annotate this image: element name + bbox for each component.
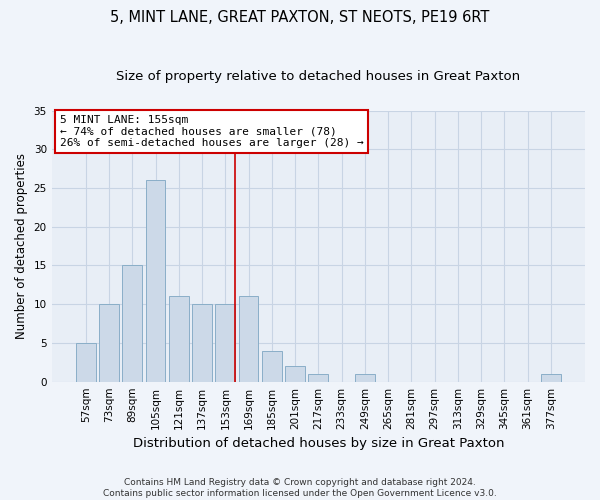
Y-axis label: Number of detached properties: Number of detached properties bbox=[15, 153, 28, 339]
Text: 5 MINT LANE: 155sqm
← 74% of detached houses are smaller (78)
26% of semi-detach: 5 MINT LANE: 155sqm ← 74% of detached ho… bbox=[59, 114, 364, 148]
Bar bbox=[122, 266, 142, 382]
Bar bbox=[541, 374, 561, 382]
Bar bbox=[355, 374, 375, 382]
Bar bbox=[192, 304, 212, 382]
Bar bbox=[146, 180, 166, 382]
Bar bbox=[215, 304, 235, 382]
Text: 5, MINT LANE, GREAT PAXTON, ST NEOTS, PE19 6RT: 5, MINT LANE, GREAT PAXTON, ST NEOTS, PE… bbox=[110, 10, 490, 25]
Title: Size of property relative to detached houses in Great Paxton: Size of property relative to detached ho… bbox=[116, 70, 520, 83]
Bar bbox=[239, 296, 259, 382]
Bar bbox=[262, 350, 282, 382]
Bar bbox=[308, 374, 328, 382]
Bar bbox=[285, 366, 305, 382]
Bar bbox=[169, 296, 188, 382]
Bar bbox=[76, 343, 95, 382]
X-axis label: Distribution of detached houses by size in Great Paxton: Distribution of detached houses by size … bbox=[133, 437, 504, 450]
Bar bbox=[99, 304, 119, 382]
Text: Contains HM Land Registry data © Crown copyright and database right 2024.
Contai: Contains HM Land Registry data © Crown c… bbox=[103, 478, 497, 498]
